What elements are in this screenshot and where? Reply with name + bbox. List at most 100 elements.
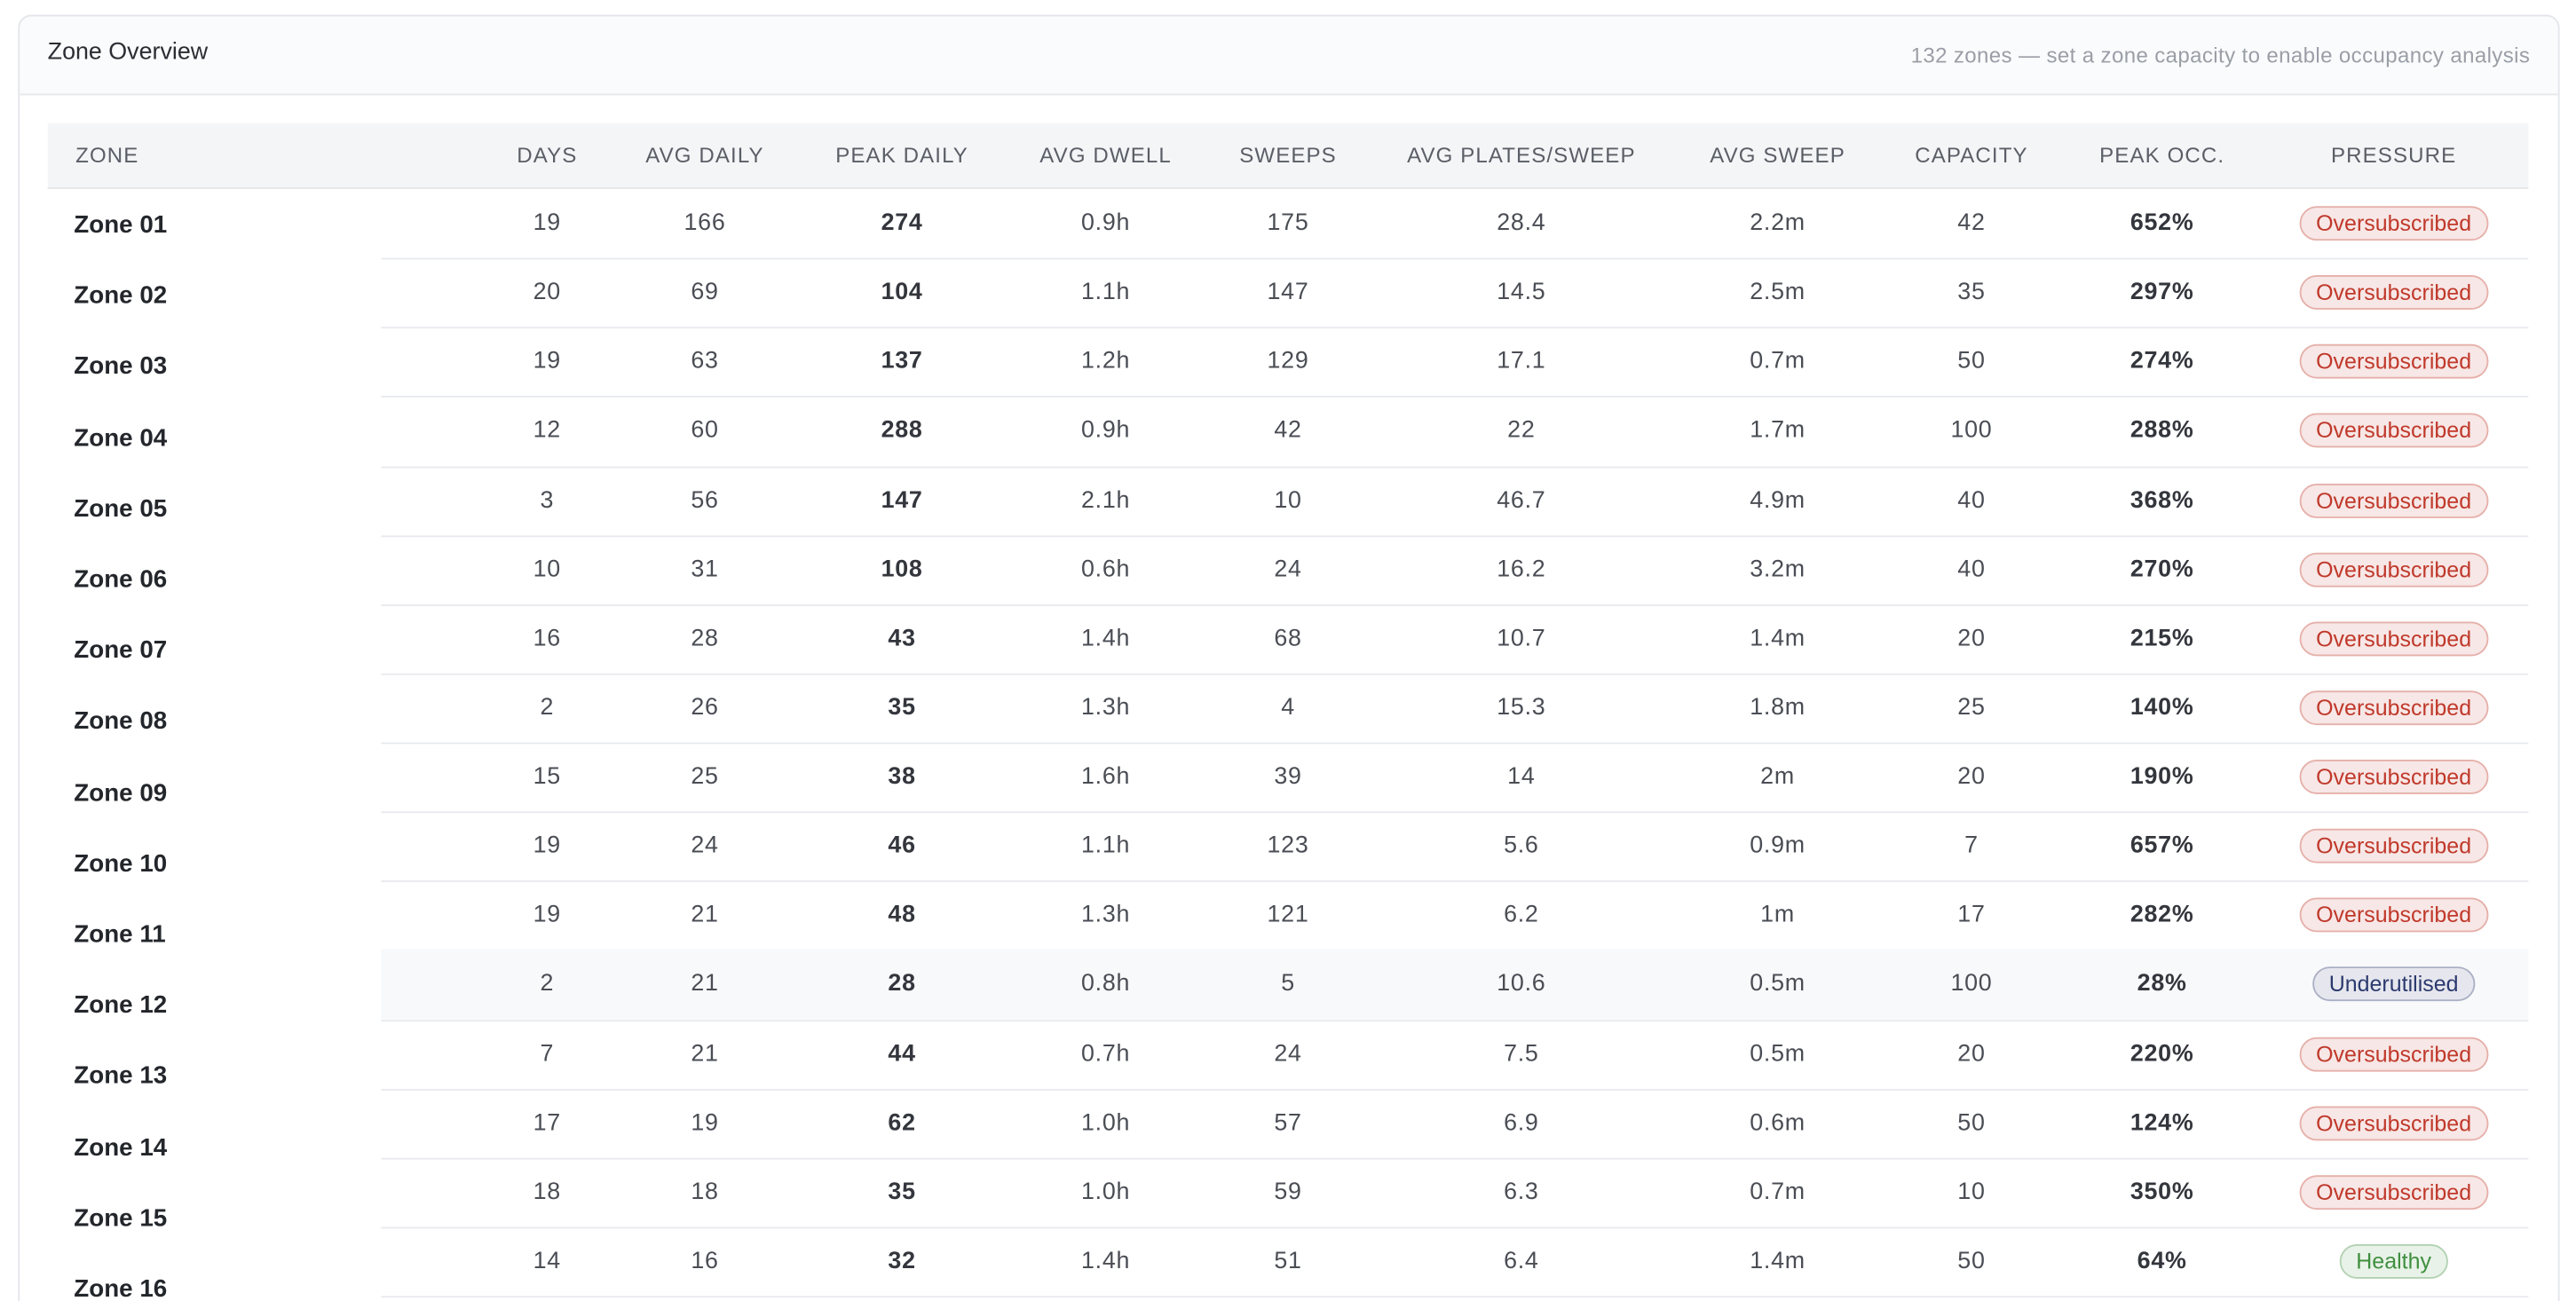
table-cell: 63 (691, 348, 719, 375)
pressure-badge: Oversubscribed (2299, 1175, 2488, 1210)
table-cell: 6.3 (1504, 1179, 1539, 1206)
table-cell: 0.5m (1750, 1040, 1806, 1068)
table-cell: 7 (1964, 832, 1979, 860)
table-cell: 140% (2130, 694, 2194, 721)
table-cell: 123 (1267, 832, 1309, 860)
table-cell: 137 (881, 348, 923, 375)
pressure-badge: Oversubscribed (2299, 344, 2488, 380)
table-cell: 2.2m (1750, 210, 1806, 237)
table-cell: 1.3h (1080, 902, 1131, 929)
table-cell: 20 (1957, 763, 1986, 791)
table-cell: 17 (533, 1109, 561, 1137)
table-cell: 1.4h (1080, 625, 1131, 652)
card-header: Zone Overview 132 zones — set a zone cap… (20, 16, 2558, 96)
table-cell: 1.3h (1080, 694, 1131, 721)
table-cell: 28 (691, 625, 719, 652)
table-cell: 17.1 (1497, 348, 1546, 375)
zone-name: Zone 12 (74, 991, 168, 1020)
zone-name: Zone 15 (74, 1204, 168, 1233)
pressure-badge: Oversubscribed (2299, 552, 2488, 587)
table-cell: 35 (888, 1179, 916, 1206)
table-cell: 28 (888, 971, 916, 998)
table-cell: 0.7m (1750, 348, 1806, 375)
table-cell: 44 (888, 1040, 916, 1068)
table-cell: 1.1h (1080, 832, 1131, 860)
table-cell: 282% (2130, 902, 2194, 929)
table-cell: 1.4h (1080, 1248, 1131, 1275)
table-cell: 2 (540, 694, 555, 721)
table-cell: 18 (691, 1179, 719, 1206)
row-divider (381, 257, 2529, 260)
row-divider (381, 465, 2529, 468)
row-highlight (381, 950, 2529, 1020)
row-divider (381, 1019, 2529, 1021)
column-header: AVG DAILY (645, 143, 764, 168)
zone-card: Zone Overview 132 zones — set a zone cap… (18, 14, 2560, 1301)
table-cell: 104 (881, 279, 923, 306)
table-cell: 0.6h (1080, 556, 1131, 583)
table-cell: 40 (1957, 556, 1986, 583)
column-header: AVG SWEEP (1710, 143, 1845, 168)
zone-name: Zone 05 (74, 494, 168, 524)
table-cell: 43 (888, 625, 916, 652)
table-cell: 46 (888, 832, 916, 860)
table-cell: 20 (533, 279, 561, 306)
table-cell: 38 (888, 763, 916, 791)
table-cell: 26 (691, 694, 719, 721)
table-cell: 59 (1274, 1179, 1302, 1206)
table-cell: 1.0h (1080, 1109, 1131, 1137)
table-cell: 42 (1274, 417, 1302, 445)
table-cell: 147 (881, 486, 923, 514)
pressure-badge: Oversubscribed (2299, 483, 2488, 518)
pressure-badge: Healthy (2339, 1243, 2448, 1279)
table-cell: 19 (691, 1109, 719, 1137)
table-cell: 21 (691, 902, 719, 929)
row-divider (381, 1088, 2529, 1091)
table-cell: 12 (533, 417, 561, 445)
column-header: PEAK DAILY (835, 143, 968, 168)
table-cell: 147 (1267, 279, 1309, 306)
column-header: AVG PLATES/SWEEP (1407, 143, 1636, 168)
table-cell: 0.7m (1750, 1179, 1806, 1206)
table-cell: 68 (1274, 625, 1302, 652)
table-cell: 1.4m (1750, 1248, 1806, 1275)
table-cell: 2 (540, 971, 555, 998)
table-cell: 15.3 (1497, 694, 1546, 721)
table-cell: 18 (533, 1179, 561, 1206)
zone-name: Zone 04 (74, 423, 168, 453)
column-header: PRESSURE (2330, 143, 2457, 168)
table-cell: 0.9h (1080, 417, 1131, 445)
table-cell: 1.2h (1080, 348, 1131, 375)
table-cell: 288 (881, 417, 923, 445)
zone-name: Zone 13 (74, 1062, 168, 1091)
table-cell: 14 (1507, 763, 1536, 791)
pressure-badge: Oversubscribed (2299, 898, 2488, 933)
table-cell: 28% (2137, 971, 2187, 998)
zone-name: Zone 08 (74, 707, 168, 736)
pressure-badge: Oversubscribed (2299, 1106, 2488, 1140)
pressure-badge: Oversubscribed (2299, 206, 2488, 241)
row-divider (381, 880, 2529, 883)
table-cell: 0.9h (1080, 210, 1131, 237)
table-cell: 32 (888, 1248, 916, 1275)
row-divider (381, 811, 2529, 814)
table-cell: 5 (1281, 971, 1295, 998)
table-cell: 24 (691, 832, 719, 860)
table-cell: 10.7 (1497, 625, 1546, 652)
table-cell: 2.1h (1080, 486, 1131, 514)
table-cell: 121 (1267, 902, 1309, 929)
zone-name: Zone 14 (74, 1133, 168, 1162)
row-divider (381, 327, 2529, 329)
table-cell: 17 (1957, 902, 1986, 929)
table-cell: 175 (1267, 210, 1309, 237)
table-cell: 10.6 (1497, 971, 1546, 998)
table-cell: 6.2 (1504, 902, 1539, 929)
table-cell: 20 (1957, 1040, 1986, 1068)
table-cell: 50 (1957, 348, 1986, 375)
table-cell: 10 (1274, 486, 1302, 514)
table-cell: 62 (888, 1109, 916, 1137)
table-cell: 100 (1950, 971, 1993, 998)
table-cell: 10 (1957, 1179, 1986, 1206)
row-divider (381, 1296, 2529, 1298)
pressure-badge: Oversubscribed (2299, 760, 2488, 795)
